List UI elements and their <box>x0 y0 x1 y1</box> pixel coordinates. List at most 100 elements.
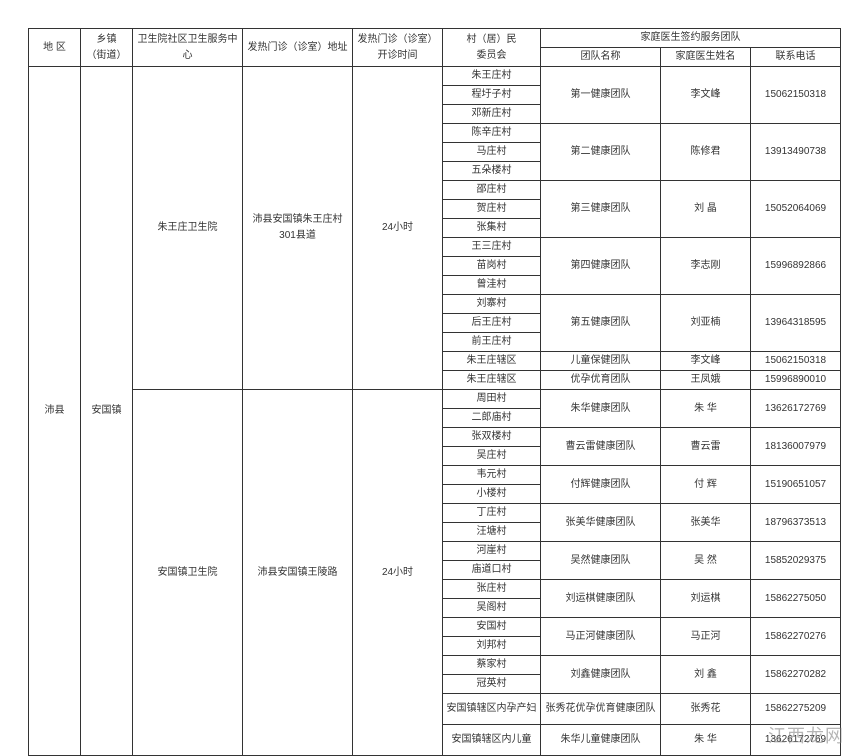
cell-village: 邵庄村 <box>443 181 541 200</box>
cell-doctor: 王凤娥 <box>661 371 751 390</box>
cell-doctor: 李文峰 <box>661 67 751 124</box>
cell-team: 张美华健康团队 <box>541 504 661 542</box>
cell-village: 吴庄村 <box>443 447 541 466</box>
cell-village: 安国镇辖区内孕产妇 <box>443 694 541 725</box>
cell-phone: 13913490738 <box>751 124 841 181</box>
cell-doctor: 陈修君 <box>661 124 751 181</box>
cell-phone: 15862275209 <box>751 694 841 725</box>
cell-address: 沛县安国镇王陵路 <box>243 390 353 756</box>
cell-phone: 15996890010 <box>751 371 841 390</box>
cell-team: 刘运棋健康团队 <box>541 580 661 618</box>
cell-phone: 15052064069 <box>751 181 841 238</box>
table-row: 沛县安国镇朱王庄卫生院沛县安国镇朱王庄村301县道24小时朱王庄村第一健康团队李… <box>29 67 841 86</box>
cell-team: 朱华健康团队 <box>541 390 661 428</box>
cell-team: 张秀花优孕优育健康团队 <box>541 694 661 725</box>
cell-phone: 15862270276 <box>751 618 841 656</box>
cell-phone: 15062150318 <box>751 352 841 371</box>
cell-doctor: 刘 晶 <box>661 181 751 238</box>
cell-village: 马庄村 <box>443 143 541 162</box>
cell-doctor: 张秀花 <box>661 694 751 725</box>
cell-team: 第五健康团队 <box>541 295 661 352</box>
cell-team: 优孕优育团队 <box>541 371 661 390</box>
cell-doctor: 刘 鑫 <box>661 656 751 694</box>
cell-village: 刘邦村 <box>443 637 541 656</box>
cell-doctor: 李文峰 <box>661 352 751 371</box>
cell-village: 河崖村 <box>443 542 541 561</box>
cell-team: 曹云雷健康团队 <box>541 428 661 466</box>
col-hours: 发热门诊（诊室）开诊时间 <box>353 29 443 67</box>
cell-village: 蔡家村 <box>443 656 541 675</box>
cell-phone: 15852029375 <box>751 542 841 580</box>
cell-team: 第一健康团队 <box>541 67 661 124</box>
cell-village: 贺庄村 <box>443 200 541 219</box>
cell-village: 程圩子村 <box>443 86 541 105</box>
cell-center: 朱王庄卫生院 <box>133 67 243 390</box>
cell-team: 第四健康团队 <box>541 238 661 295</box>
cell-village: 张双楼村 <box>443 428 541 447</box>
cell-team: 付辉健康团队 <box>541 466 661 504</box>
col-village: 村（居）民委员会 <box>443 29 541 67</box>
cell-village: 朱王庄辖区 <box>443 352 541 371</box>
cell-doctor: 张美华 <box>661 504 751 542</box>
cell-doctor: 曹云雷 <box>661 428 751 466</box>
cell-village: 朱王庄辖区 <box>443 371 541 390</box>
cell-doctor: 付 辉 <box>661 466 751 504</box>
cell-phone: 18796373513 <box>751 504 841 542</box>
cell-phone: 15862270282 <box>751 656 841 694</box>
cell-village: 冠英村 <box>443 675 541 694</box>
cell-team: 儿童保健团队 <box>541 352 661 371</box>
cell-village: 安国镇辖区内儿童 <box>443 725 541 756</box>
cell-village: 陈辛庄村 <box>443 124 541 143</box>
cell-village: 丁庄村 <box>443 504 541 523</box>
cell-village: 安国村 <box>443 618 541 637</box>
cell-township: 安国镇 <box>81 67 133 756</box>
cell-village: 五朵楼村 <box>443 162 541 181</box>
col-doctor: 家庭医生姓名 <box>661 48 751 67</box>
cell-village: 韦元村 <box>443 466 541 485</box>
cell-region: 沛县 <box>29 67 81 756</box>
cell-phone: 13626172769 <box>751 390 841 428</box>
cell-phone: 15062150318 <box>751 67 841 124</box>
table-row: 安国镇卫生院沛县安国镇王陵路24小时周田村朱华健康团队朱 华1362617276… <box>29 390 841 409</box>
col-phone: 联系电话 <box>751 48 841 67</box>
col-team: 团队名称 <box>541 48 661 67</box>
cell-village: 吴阁村 <box>443 599 541 618</box>
cell-phone: 13626172769 <box>751 725 841 756</box>
cell-village: 二郎庙村 <box>443 409 541 428</box>
doctor-service-table: 地 区 乡镇（街道） 卫生院社区卫生服务中心 发热门诊（诊室）地址 发热门诊（诊… <box>28 28 841 756</box>
cell-village: 张庄村 <box>443 580 541 599</box>
cell-phone: 13964318595 <box>751 295 841 352</box>
cell-village: 张集村 <box>443 219 541 238</box>
cell-hours: 24小时 <box>353 67 443 390</box>
cell-village: 周田村 <box>443 390 541 409</box>
cell-doctor: 李志刚 <box>661 238 751 295</box>
col-region: 地 区 <box>29 29 81 67</box>
cell-doctor: 吴 然 <box>661 542 751 580</box>
cell-doctor: 朱 华 <box>661 390 751 428</box>
cell-doctor: 马正河 <box>661 618 751 656</box>
cell-village: 曾洼村 <box>443 276 541 295</box>
table-header: 地 区 乡镇（街道） 卫生院社区卫生服务中心 发热门诊（诊室）地址 发热门诊（诊… <box>29 29 841 67</box>
col-center: 卫生院社区卫生服务中心 <box>133 29 243 67</box>
cell-team: 吴然健康团队 <box>541 542 661 580</box>
cell-village: 王三庄村 <box>443 238 541 257</box>
cell-team: 第二健康团队 <box>541 124 661 181</box>
col-service-group: 家庭医生签约服务团队 <box>541 29 841 48</box>
cell-phone: 15996892866 <box>751 238 841 295</box>
cell-phone: 15862275050 <box>751 580 841 618</box>
cell-village: 小楼村 <box>443 485 541 504</box>
cell-village: 汪塘村 <box>443 523 541 542</box>
cell-doctor: 刘亚楠 <box>661 295 751 352</box>
cell-village: 朱王庄村 <box>443 67 541 86</box>
cell-center: 安国镇卫生院 <box>133 390 243 756</box>
cell-village: 后王庄村 <box>443 314 541 333</box>
col-township: 乡镇（街道） <box>81 29 133 67</box>
cell-doctor: 刘运棋 <box>661 580 751 618</box>
cell-phone: 18136007979 <box>751 428 841 466</box>
cell-village: 前王庄村 <box>443 333 541 352</box>
cell-village: 邓新庄村 <box>443 105 541 124</box>
cell-team: 刘鑫健康团队 <box>541 656 661 694</box>
cell-phone: 15190651057 <box>751 466 841 504</box>
cell-doctor: 朱 华 <box>661 725 751 756</box>
cell-address: 沛县安国镇朱王庄村301县道 <box>243 67 353 390</box>
